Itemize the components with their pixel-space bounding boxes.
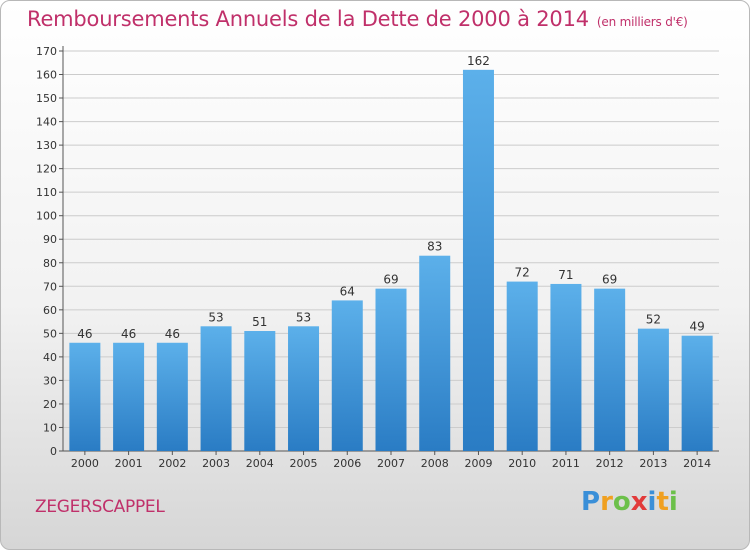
y-tick-label: 60 <box>43 304 57 317</box>
y-tick-label: 10 <box>43 421 57 434</box>
x-tick-label: 2006 <box>333 457 361 470</box>
y-tick-label: 130 <box>36 139 57 152</box>
bar <box>506 281 538 451</box>
bar <box>69 342 101 451</box>
chart-subtitle: (en milliers d'€) <box>596 15 688 29</box>
y-tick-label: 50 <box>43 327 57 340</box>
bar-value-label: 72 <box>515 266 530 280</box>
bar <box>419 255 451 451</box>
x-tick-label: 2011 <box>552 457 580 470</box>
bar-value-label: 69 <box>602 273 617 287</box>
bar <box>462 69 494 451</box>
place-name: ZEGERSCAPPEL <box>35 497 165 517</box>
y-tick-label: 120 <box>36 163 57 176</box>
y-tick-label: 30 <box>43 374 57 387</box>
y-tick-label: 0 <box>50 445 57 458</box>
bar <box>156 342 188 451</box>
x-tick-label: 2014 <box>683 457 711 470</box>
bar <box>288 326 320 451</box>
logo-letter: o <box>612 487 631 517</box>
bar <box>681 335 713 451</box>
logo-letter: P <box>581 487 601 517</box>
bar <box>244 331 276 451</box>
bar <box>331 300 363 451</box>
bar-value-label: 53 <box>208 310 223 324</box>
x-tick-label: 2000 <box>71 457 99 470</box>
x-tick-label: 2010 <box>508 457 536 470</box>
y-tick-label: 170 <box>36 45 57 58</box>
bar <box>637 328 669 451</box>
bar-value-label: 53 <box>296 310 311 324</box>
x-tick-label: 2007 <box>377 457 405 470</box>
y-tick-label: 110 <box>36 186 57 199</box>
x-tick-label: 2003 <box>202 457 230 470</box>
y-tick-label: 150 <box>36 92 57 105</box>
x-tick-label: 2009 <box>464 457 492 470</box>
x-tick-label: 2005 <box>290 457 318 470</box>
x-tick-label: 2001 <box>115 457 143 470</box>
chart-title: Remboursements Annuels de la Dette de 20… <box>27 7 688 31</box>
logo-letter: x <box>630 487 648 517</box>
bar-value-label: 49 <box>689 320 704 334</box>
bar <box>375 288 407 451</box>
logo-letter: t <box>656 487 669 517</box>
bar-value-label: 83 <box>427 240 442 254</box>
logo-letter: i <box>668 487 678 517</box>
x-tick-label: 2013 <box>639 457 667 470</box>
y-tick-label: 100 <box>36 210 57 223</box>
bar-value-label: 46 <box>165 327 180 341</box>
bar <box>594 288 626 451</box>
bar-value-label: 52 <box>646 313 661 327</box>
x-tick-label: 2002 <box>158 457 186 470</box>
logo-letter: r <box>600 487 613 517</box>
x-tick-label: 2008 <box>421 457 449 470</box>
y-tick-label: 160 <box>36 69 57 82</box>
bar <box>550 283 582 451</box>
proxiti-logo[interactable]: Proxiti <box>581 487 678 517</box>
bar-value-label: 64 <box>340 284 355 298</box>
title-text: Remboursements Annuels de la Dette de 20… <box>27 7 589 31</box>
bar-value-label: 71 <box>558 268 573 282</box>
bar-value-label: 162 <box>467 54 490 68</box>
y-tick-label: 70 <box>43 280 57 293</box>
y-tick-label: 40 <box>43 351 57 364</box>
logo-letter: i <box>647 487 657 517</box>
y-tick-label: 90 <box>43 233 57 246</box>
bar-value-label: 46 <box>121 327 136 341</box>
x-tick-label: 2004 <box>246 457 274 470</box>
x-tick-label: 2012 <box>596 457 624 470</box>
y-tick-label: 20 <box>43 398 57 411</box>
bar-value-label: 51 <box>252 315 267 329</box>
y-tick-label: 80 <box>43 257 57 270</box>
bar-value-label: 69 <box>383 273 398 287</box>
bar <box>113 342 145 451</box>
bar <box>200 326 232 451</box>
y-tick-label: 140 <box>36 116 57 129</box>
bar-value-label: 46 <box>77 327 92 341</box>
